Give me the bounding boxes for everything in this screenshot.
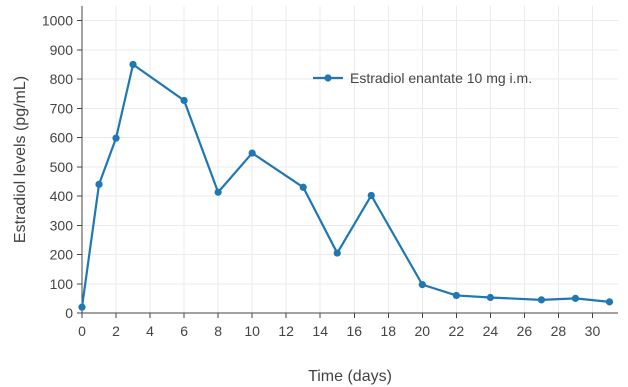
y-tick-label: 700 (50, 100, 74, 116)
x-tick-label: 20 (415, 323, 431, 339)
x-tick-label: 4 (146, 323, 154, 339)
x-tick-label: 12 (278, 323, 294, 339)
y-tick-label: 200 (50, 247, 74, 263)
y-tick-label: 500 (50, 159, 74, 175)
x-tick-label: 2 (112, 323, 120, 339)
x-tick-label: 22 (449, 323, 465, 339)
data-point[interactable] (367, 191, 375, 200)
grid (82, 6, 618, 313)
data-point[interactable] (452, 291, 460, 300)
x-tick-label: 28 (551, 323, 567, 339)
data-point[interactable] (571, 294, 580, 302)
data-point[interactable] (333, 249, 341, 257)
data-point[interactable] (299, 183, 307, 191)
data-point[interactable] (214, 188, 222, 196)
series-group (78, 60, 614, 311)
x-tick-label: 16 (346, 323, 362, 339)
x-tick-label: 24 (483, 323, 499, 339)
y-tick-label: 400 (50, 188, 74, 204)
legend[interactable]: Estradiol enantate 10 mg i.m. (313, 70, 532, 86)
data-point[interactable] (605, 298, 614, 306)
data-point[interactable] (486, 293, 494, 302)
y-tick-label: 600 (50, 130, 74, 146)
x-axis-title: Time (days) (308, 368, 392, 385)
data-point[interactable] (180, 96, 188, 105)
x-tick-label: 0 (78, 323, 86, 339)
x-tick-label: 6 (180, 323, 188, 339)
x-tick-label: 10 (244, 323, 260, 339)
x-tick-label: 18 (380, 323, 396, 339)
data-point[interactable] (248, 149, 256, 157)
data-point[interactable] (95, 180, 103, 188)
y-axis-ticks: 0 100 200 300 400 500 600 700 800 900 1000 (42, 13, 82, 321)
axes (81, 6, 618, 314)
x-tick-label: 14 (312, 323, 328, 339)
y-tick-label: 0 (65, 305, 73, 321)
data-point[interactable] (537, 296, 546, 304)
y-tick-label: 1000 (42, 13, 73, 29)
legend-label: Estradiol enantate 10 mg i.m. (350, 70, 532, 86)
data-point[interactable] (129, 60, 137, 69)
legend-marker (324, 74, 332, 82)
y-tick-label: 900 (50, 42, 74, 58)
x-tick-label: 8 (214, 323, 222, 339)
x-axis-ticks: 0 2 4 6 8 10 12 14 16 18 20 22 24 26 28 30 (78, 313, 600, 339)
y-tick-label: 300 (50, 217, 74, 233)
data-point[interactable] (112, 134, 120, 142)
data-point[interactable] (418, 281, 426, 289)
y-axis-title: Estradiol levels (pg/mL) (12, 76, 29, 243)
y-tick-label: 800 (50, 71, 74, 87)
x-tick-label: 30 (585, 323, 601, 339)
x-tick-label: 26 (517, 323, 533, 339)
y-tick-label: 100 (50, 276, 74, 292)
series-line (80, 63, 610, 308)
data-point[interactable] (78, 303, 86, 311)
